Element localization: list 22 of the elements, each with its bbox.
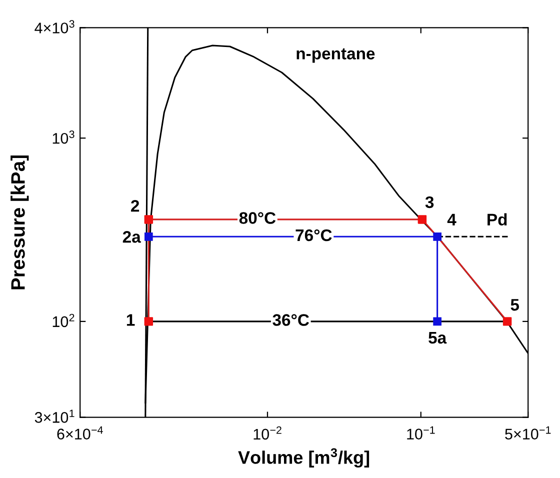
annotation: 5 [510,299,520,311]
annotation: 2a [122,230,141,243]
annotation: 4 [447,214,456,226]
x-tick-label: 6×10$^{−4}$ [57,426,103,440]
annotation: 2 [131,200,140,212]
y-axis-title: Pressure [kPa] [10,156,29,290]
y-tick-label: 3×10$^{1}$ [34,410,74,423]
x-tick-label: 10$^{−1}$ [407,426,435,440]
x-axis-title: Volume [m$^{3}$/kg] [238,448,370,468]
y-tick-label: 4×10$^{3}$ [34,20,74,34]
annotation: 1 [126,314,135,326]
annotation: 3 [425,196,434,208]
annotation: 80°C [239,212,276,224]
annotation: n-pentane [296,48,375,63]
annotation: 76°C [296,229,332,242]
x-tick-label: 5×10$^{−1}$ [505,426,551,440]
x-tick-label: 10$^{−2}$ [254,426,282,440]
y-tick-label: 10$^{2}$ [52,314,74,328]
annotation: Pd [488,213,507,226]
y-tick-label: 10$^{3}$ [52,130,74,144]
annotation: 36°C [272,314,310,326]
annotation: 5a [428,332,447,344]
